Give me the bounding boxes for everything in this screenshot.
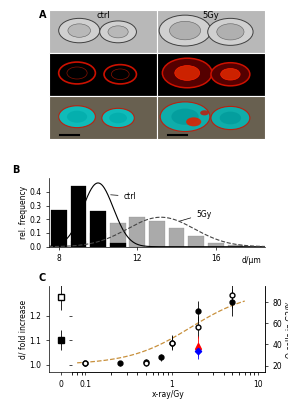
Circle shape xyxy=(68,24,90,37)
Bar xyxy=(49,53,157,96)
Text: 5Gy: 5Gy xyxy=(202,11,219,20)
Text: ctrl: ctrl xyxy=(111,192,136,201)
Bar xyxy=(71,241,86,247)
Circle shape xyxy=(108,26,128,38)
Bar xyxy=(157,53,265,96)
Circle shape xyxy=(208,18,253,45)
Bar xyxy=(71,186,86,247)
Circle shape xyxy=(102,108,134,128)
Circle shape xyxy=(220,112,241,124)
Circle shape xyxy=(59,18,100,43)
Bar xyxy=(169,228,184,247)
Bar xyxy=(208,242,224,247)
Text: C: C xyxy=(39,273,46,283)
Bar xyxy=(188,236,204,247)
Circle shape xyxy=(211,63,250,86)
Bar xyxy=(51,210,67,247)
X-axis label: x-ray/Gy: x-ray/Gy xyxy=(152,390,185,399)
Circle shape xyxy=(67,111,87,123)
Bar xyxy=(90,233,106,247)
Bar xyxy=(157,10,265,53)
Bar xyxy=(90,211,106,247)
Circle shape xyxy=(59,106,95,128)
Bar xyxy=(130,216,145,247)
Y-axis label: O cells in G2/%: O cells in G2/% xyxy=(285,300,288,358)
Text: 5Gy: 5Gy xyxy=(179,210,211,221)
Text: B: B xyxy=(12,166,20,176)
Text: ctrl: ctrl xyxy=(96,11,110,20)
Text: A: A xyxy=(39,10,47,20)
Bar xyxy=(110,223,126,247)
Y-axis label: d/ fold increase: d/ fold increase xyxy=(19,300,28,359)
Text: d/μm: d/μm xyxy=(241,256,261,265)
Circle shape xyxy=(100,21,137,43)
Circle shape xyxy=(160,102,210,132)
Y-axis label: rel. frequency: rel. frequency xyxy=(19,186,28,239)
Bar xyxy=(228,245,243,247)
Circle shape xyxy=(200,110,209,116)
Circle shape xyxy=(162,58,212,88)
Circle shape xyxy=(109,113,127,123)
Circle shape xyxy=(175,66,200,80)
Circle shape xyxy=(186,117,201,126)
Bar xyxy=(157,96,265,138)
Circle shape xyxy=(221,68,240,80)
Bar xyxy=(110,242,126,247)
Circle shape xyxy=(159,15,211,46)
Bar xyxy=(49,10,157,53)
Circle shape xyxy=(169,21,200,40)
Circle shape xyxy=(211,106,250,130)
Bar xyxy=(49,96,157,138)
Circle shape xyxy=(217,24,244,40)
Bar xyxy=(149,221,165,247)
Circle shape xyxy=(171,108,199,125)
